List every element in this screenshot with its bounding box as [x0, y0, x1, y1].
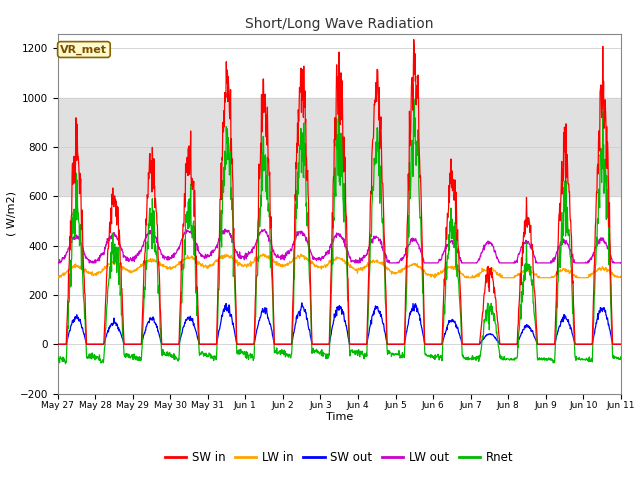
X-axis label: Time: Time [326, 412, 353, 421]
Title: Short/Long Wave Radiation: Short/Long Wave Radiation [245, 17, 433, 31]
Legend: SW in, LW in, SW out, LW out, Rnet: SW in, LW in, SW out, LW out, Rnet [160, 446, 518, 469]
Y-axis label: ( W/m2): ( W/m2) [7, 191, 17, 236]
Text: VR_met: VR_met [60, 44, 108, 55]
Bar [58, 98, 621, 196]
